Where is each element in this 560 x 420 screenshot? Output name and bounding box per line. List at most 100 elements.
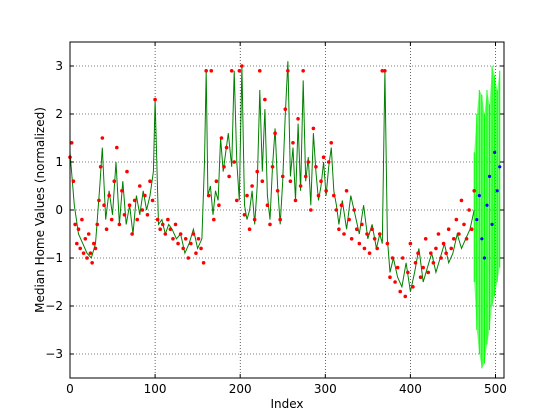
observed-point	[388, 275, 392, 280]
observed-point	[293, 198, 298, 203]
observed-point	[280, 174, 285, 179]
x-tick-label: 0	[66, 382, 74, 396]
observed-point	[332, 193, 336, 198]
observed-point	[181, 246, 185, 251]
observed-point	[120, 189, 124, 193]
observed-point	[321, 155, 326, 159]
prediction-point	[493, 150, 497, 154]
observed-point	[288, 179, 293, 183]
observed-point	[76, 227, 81, 231]
observed-point	[469, 227, 474, 231]
observed-point	[204, 69, 208, 73]
observed-point	[400, 256, 405, 260]
observed-point	[334, 208, 339, 212]
prediction-point	[482, 256, 487, 260]
observed-point	[109, 217, 114, 222]
observed-point	[385, 241, 390, 246]
observed-point	[219, 136, 224, 140]
observed-point	[229, 69, 234, 73]
observed-point	[86, 232, 91, 236]
observed-point	[112, 179, 117, 183]
observed-point	[441, 241, 446, 246]
prediction-point	[498, 165, 502, 169]
prediction-point	[477, 194, 481, 198]
observed-point	[275, 189, 280, 193]
observed-point	[171, 237, 175, 241]
observed-point	[163, 232, 168, 236]
observed-point	[78, 246, 83, 251]
observed-point	[73, 222, 77, 227]
observed-point	[467, 208, 471, 212]
observed-point	[148, 179, 152, 183]
observed-point	[329, 141, 334, 145]
observed-point	[247, 227, 252, 231]
x-axis-label: Index	[270, 397, 303, 411]
observed-point	[319, 179, 323, 183]
observed-point	[98, 165, 103, 169]
observed-point	[357, 241, 362, 246]
x-tick-label: 500	[484, 382, 507, 396]
y-axis-label: Median Home Values (normalized)	[33, 107, 47, 313]
y-tick-label: 2	[55, 107, 63, 121]
observed-point	[395, 265, 400, 270]
observed-point	[132, 198, 137, 203]
axis-ticks: 0 100 200 300 400 500 −3 −2 −1 0 1 2 3	[45, 42, 507, 396]
observed-point	[454, 217, 459, 222]
observed-point	[85, 256, 89, 260]
observed-point	[237, 69, 242, 73]
observed-point	[380, 69, 385, 73]
observed-point	[352, 208, 357, 212]
observed-point	[446, 227, 451, 231]
observed-point	[97, 198, 101, 203]
prediction-point	[495, 189, 499, 193]
prediction-points	[475, 150, 502, 260]
observed-point	[166, 217, 170, 222]
observed-point	[365, 232, 369, 236]
observed-point	[178, 232, 183, 236]
observed-point	[176, 241, 180, 246]
observed-point	[222, 165, 226, 169]
observed-point	[189, 241, 193, 246]
observed-point	[301, 69, 305, 73]
observed-point	[135, 217, 140, 222]
observed-point	[439, 256, 443, 260]
observed-point	[145, 213, 150, 217]
prediction-point	[490, 222, 494, 226]
observed-point	[155, 217, 160, 222]
observed-point	[314, 165, 318, 169]
observed-point	[268, 222, 272, 227]
observed-point	[158, 227, 163, 231]
y-tick-label: −1	[45, 251, 63, 265]
observed-point	[296, 117, 300, 121]
observed-point	[88, 251, 93, 255]
observed-point	[418, 275, 423, 280]
observed-point	[196, 237, 201, 241]
observed-point	[168, 227, 173, 231]
observed-point	[183, 237, 188, 241]
observed-point	[153, 97, 157, 102]
observed-point	[377, 232, 382, 236]
observed-point	[117, 222, 122, 227]
fit-line-series	[69, 61, 475, 292]
observed-point	[306, 160, 311, 164]
observed-point	[137, 184, 142, 188]
observed-point	[194, 251, 198, 255]
observed-point	[127, 203, 132, 207]
observed-point	[240, 64, 244, 68]
x-tick-label: 300	[314, 382, 337, 396]
observed-point	[252, 217, 257, 222]
observed-point	[212, 217, 216, 222]
observed-point	[232, 160, 237, 164]
observed-point	[311, 126, 316, 131]
observed-point	[457, 232, 461, 236]
observed-point	[100, 136, 105, 140]
observed-point	[298, 184, 303, 188]
fit-lines	[69, 61, 475, 292]
x-tick-label: 400	[399, 382, 422, 396]
observed-point	[434, 246, 438, 251]
observed-point	[191, 232, 196, 236]
observed-point	[342, 232, 346, 236]
observed-point	[370, 227, 374, 231]
observed-point	[324, 189, 328, 193]
